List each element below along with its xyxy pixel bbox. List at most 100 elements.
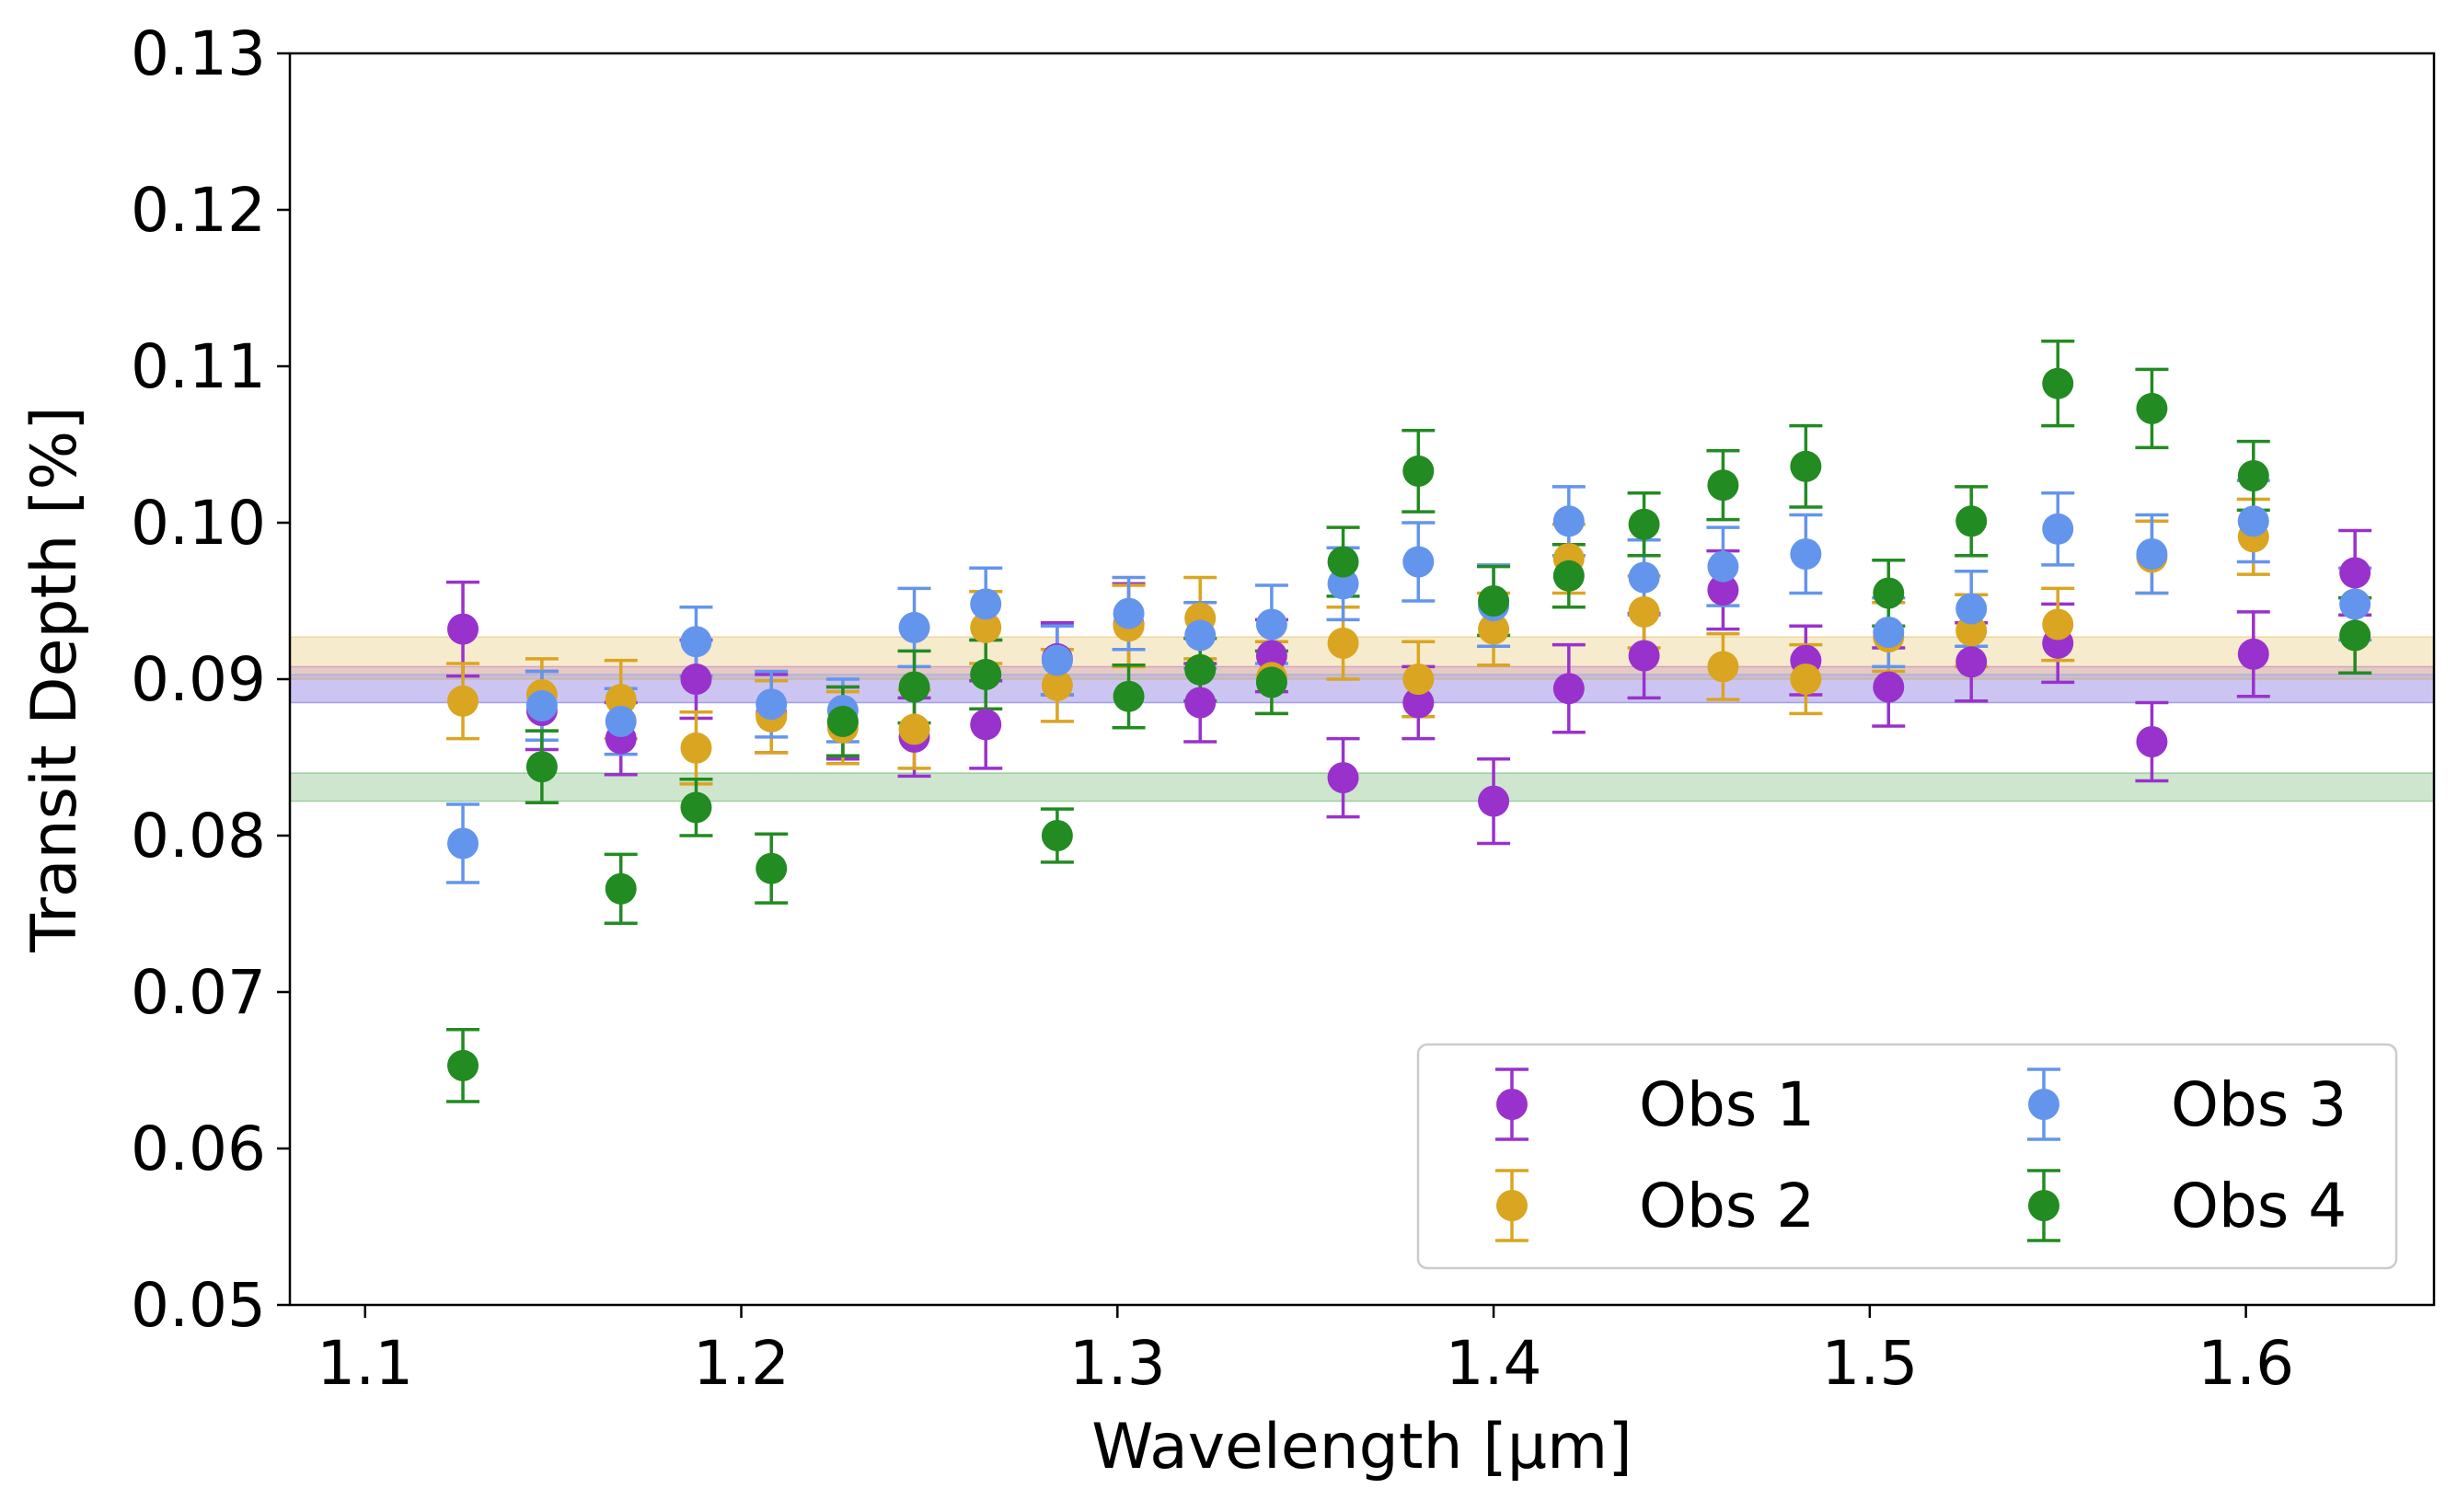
point-obs-2 [1628, 595, 1660, 628]
point-obs-3 [1707, 550, 1739, 583]
point-obs-3 [680, 626, 712, 658]
point-obs-3 [525, 689, 558, 721]
point-obs-1 [1628, 640, 1660, 672]
y-tick-label: 0.13 [131, 18, 266, 89]
point-obs-1 [1707, 574, 1739, 606]
point-obs-4 [447, 1049, 479, 1081]
x-tick-label: 1.6 [2197, 1328, 2294, 1399]
point-obs-4 [1478, 585, 1510, 617]
point-obs-2 [1955, 615, 1988, 647]
point-obs-2 [2042, 608, 2074, 641]
legend-label: Obs 1 [1639, 1069, 1815, 1140]
band-obs-2 [289, 636, 2435, 680]
point-obs-4 [1041, 820, 1073, 851]
point-obs-3 [2339, 588, 2371, 620]
y-tick-label: 0.09 [131, 644, 266, 715]
point-obs-3 [2136, 538, 2168, 570]
point-obs-4 [525, 751, 558, 783]
point-obs-4 [2136, 392, 2168, 424]
point-obs-3 [1113, 597, 1145, 629]
point-obs-3 [2237, 505, 2269, 537]
point-obs-3 [1628, 561, 1660, 594]
point-obs-1 [2339, 557, 2371, 589]
point-obs-2 [1707, 651, 1739, 683]
point-obs-4 [605, 872, 637, 905]
point-obs-4 [2237, 460, 2269, 491]
y-axis-label: Transit Depth [%] [18, 406, 91, 952]
point-obs-2 [1041, 669, 1073, 701]
legend-marker [2028, 1190, 2059, 1221]
point-obs-2 [680, 732, 712, 764]
point-obs-4 [970, 658, 1002, 690]
point-obs-4 [1707, 469, 1739, 502]
point-obs-4 [1327, 546, 1359, 578]
point-obs-3 [756, 688, 788, 721]
legend-marker [1496, 1190, 1528, 1221]
band-obs-1 [289, 665, 2435, 704]
point-obs-1 [1255, 640, 1287, 672]
y-tick-label: 0.12 [131, 175, 266, 246]
point-obs-3 [970, 588, 1002, 620]
point-obs-3 [1255, 608, 1287, 641]
legend-box [1416, 1043, 2398, 1270]
legend-marker [1496, 1089, 1528, 1120]
y-tick-label: 0.11 [131, 331, 266, 402]
legend-entry-obs-4: Obs 4 [2027, 1169, 2347, 1242]
point-obs-4 [1402, 455, 1435, 487]
point-obs-3 [898, 611, 930, 643]
point-obs-1 [1402, 687, 1435, 719]
point-obs-4 [826, 705, 859, 737]
legend-entry-obs-1: Obs 1 [1495, 1068, 1815, 1141]
x-tick-label: 1.5 [1821, 1328, 1918, 1399]
point-obs-1 [970, 709, 1002, 741]
y-tick-label: 0.10 [131, 488, 266, 559]
point-obs-4 [1955, 505, 1988, 537]
point-obs-1 [1478, 785, 1510, 817]
point-obs-4 [2339, 619, 2371, 652]
point-obs-1 [2136, 726, 2168, 757]
point-obs-1 [680, 664, 712, 695]
point-obs-4 [1873, 577, 1905, 609]
error-bars [446, 340, 2372, 1103]
point-obs-2 [898, 713, 930, 745]
x-axis-label: Wavelength [μm] [1091, 1411, 1632, 1483]
point-obs-1 [2237, 638, 2269, 670]
y-tick-label: 0.06 [131, 1114, 266, 1184]
point-obs-4 [898, 671, 930, 703]
x-axis-ticks: 1.1 1.2 1.3 1.4 1.5 1.6 [317, 1305, 2294, 1399]
point-obs-3 [1552, 505, 1585, 537]
point-obs-1 [1184, 687, 1217, 719]
point-obs-1 [1955, 646, 1988, 678]
point-obs-2 [447, 685, 479, 717]
point-obs-3 [1041, 644, 1073, 676]
point-obs-3 [1402, 546, 1435, 578]
mean-depth-bands [289, 636, 2435, 802]
data-points [447, 367, 2371, 1081]
legend-entry-obs-2: Obs 2 [1495, 1169, 1815, 1242]
band-obs-3 [289, 674, 2435, 704]
point-obs-3 [1955, 593, 1988, 625]
legend-marker [2028, 1089, 2059, 1120]
point-obs-2 [1790, 664, 1822, 695]
legend-label: Obs 4 [2171, 1171, 2347, 1241]
x-tick-label: 1.2 [693, 1328, 790, 1399]
legend-entry-obs-3: Obs 3 [2027, 1068, 2347, 1141]
point-obs-4 [1113, 680, 1145, 712]
point-obs-4 [1255, 666, 1287, 698]
legend: Obs 1 Obs 2 Obs 3 Obs 4 [1416, 1043, 2398, 1270]
plot-frame [288, 52, 2436, 1307]
x-tick-label: 1.1 [317, 1328, 413, 1399]
point-obs-2 [1402, 664, 1435, 695]
point-obs-4 [1790, 450, 1822, 482]
point-obs-1 [1327, 762, 1359, 794]
point-obs-4 [2042, 367, 2074, 399]
point-obs-2 [605, 684, 637, 716]
legend-label: Obs 3 [2171, 1069, 2347, 1140]
point-obs-2 [1478, 613, 1510, 645]
y-tick-label: 0.05 [131, 1270, 266, 1341]
y-tick-label: 0.08 [131, 801, 266, 871]
point-obs-4 [756, 852, 788, 884]
point-obs-3 [1873, 617, 1905, 648]
point-obs-3 [447, 827, 479, 860]
